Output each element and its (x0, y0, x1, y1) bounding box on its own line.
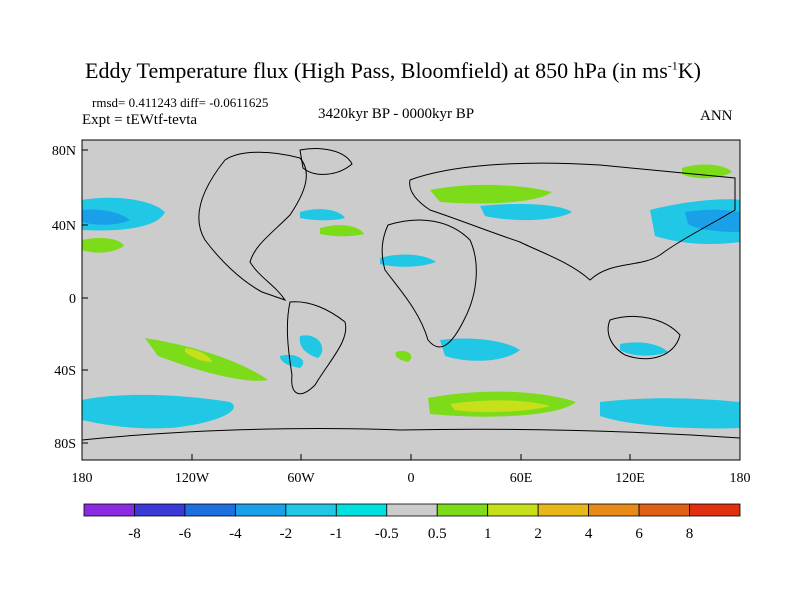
field-pos-indian-core (450, 400, 550, 413)
colorbar-label: 1 (484, 526, 492, 542)
colorbar-swatch (234, 503, 287, 517)
colorbar-label: -4 (229, 526, 242, 542)
lon-label: 180 (72, 471, 93, 486)
lon-label: 60E (510, 471, 533, 486)
field-n-pacific-west-core (82, 209, 130, 225)
colorbar-label: -6 (179, 526, 192, 542)
colorbar-swatch (588, 503, 640, 517)
colorbar-swatch (436, 503, 489, 517)
field-neg-africa (380, 254, 436, 267)
field-pos-pacific (82, 238, 124, 253)
colorbar-label: -8 (128, 526, 141, 542)
colorbar-label: -2 (280, 526, 293, 542)
coastlines (82, 148, 740, 441)
colorbar-label: -0.5 (375, 526, 399, 542)
colorbar-swatch (487, 503, 539, 517)
field-pos-europe (430, 184, 552, 204)
colorbar-label: 6 (635, 526, 643, 542)
antarctica-coast (82, 427, 740, 441)
colorbar-label: 4 (585, 526, 593, 542)
field-neg-southern-east (600, 398, 740, 429)
lon-label: 120E (615, 471, 645, 486)
lat-label: 40N (52, 219, 76, 234)
colorbar-swatch (335, 503, 388, 517)
greenland-coast (299, 148, 353, 175)
colorbar-swatch (689, 503, 741, 517)
field-neg-patagonia (280, 354, 304, 368)
eurasia-coast (409, 162, 736, 281)
colorbar-label: -1 (330, 526, 343, 542)
colorbar-swatch (285, 503, 337, 517)
lon-label: 180 (730, 471, 751, 486)
season-label: ANN (700, 108, 733, 124)
colorbar-swatch (83, 503, 135, 517)
colorbar: -8 -6 -4 -2 -1 -0.5 0.5 1 2 4 6 8 (83, 503, 741, 542)
lon-label: 0 (408, 471, 415, 486)
lat-label: 80N (52, 144, 76, 159)
colorbar-swatch (134, 503, 186, 517)
colorbar-swatch (638, 503, 690, 517)
stats-text: rmsd= 0.411243 diff= -0.0611625 (92, 95, 269, 110)
north-america-coast (198, 151, 307, 301)
latitude-axis: 80N 40N 0 40S 80S (52, 144, 88, 452)
south-america-coast (286, 301, 347, 395)
colorbar-label: 0.5 (428, 526, 447, 542)
lat-label: 80S (54, 437, 76, 452)
field-neg-argentina (299, 335, 323, 358)
field-neg-asia (480, 204, 572, 221)
map-panel (82, 140, 740, 460)
field-neg-s-africa (440, 338, 520, 361)
experiment-label: Expt = tEWtf-tevta (82, 112, 198, 128)
field-neg-australia (620, 342, 668, 356)
africa-coast (381, 219, 477, 348)
field-pos-atlantic (320, 225, 364, 237)
colorbar-label: 8 (686, 526, 694, 542)
anomaly-field (82, 164, 740, 429)
lat-label: 0 (69, 292, 76, 307)
plot-title: Eddy Temperature flux (High Pass, Bloomf… (85, 58, 702, 83)
field-pos-s-pacific-core (185, 348, 212, 362)
longitude-axis: 180 120W 60W 0 60E 120E 180 (72, 454, 751, 486)
colorbar-swatch (184, 503, 236, 517)
lon-label: 60W (287, 471, 315, 486)
field-neg-atlantic (300, 209, 345, 221)
colorbar-label: 2 (534, 526, 542, 542)
period-label: 3420kyr BP - 0000kyr BP (318, 106, 475, 122)
field-pos-bering (682, 164, 732, 179)
lat-label: 40S (54, 364, 76, 379)
australia-coast (607, 316, 681, 360)
field-pos-s-atlantic (395, 350, 412, 362)
colorbar-swatch (537, 503, 590, 517)
colorbar-swatch (386, 503, 438, 517)
field-neg-southern-west (82, 394, 234, 429)
lon-label: 120W (175, 471, 210, 486)
